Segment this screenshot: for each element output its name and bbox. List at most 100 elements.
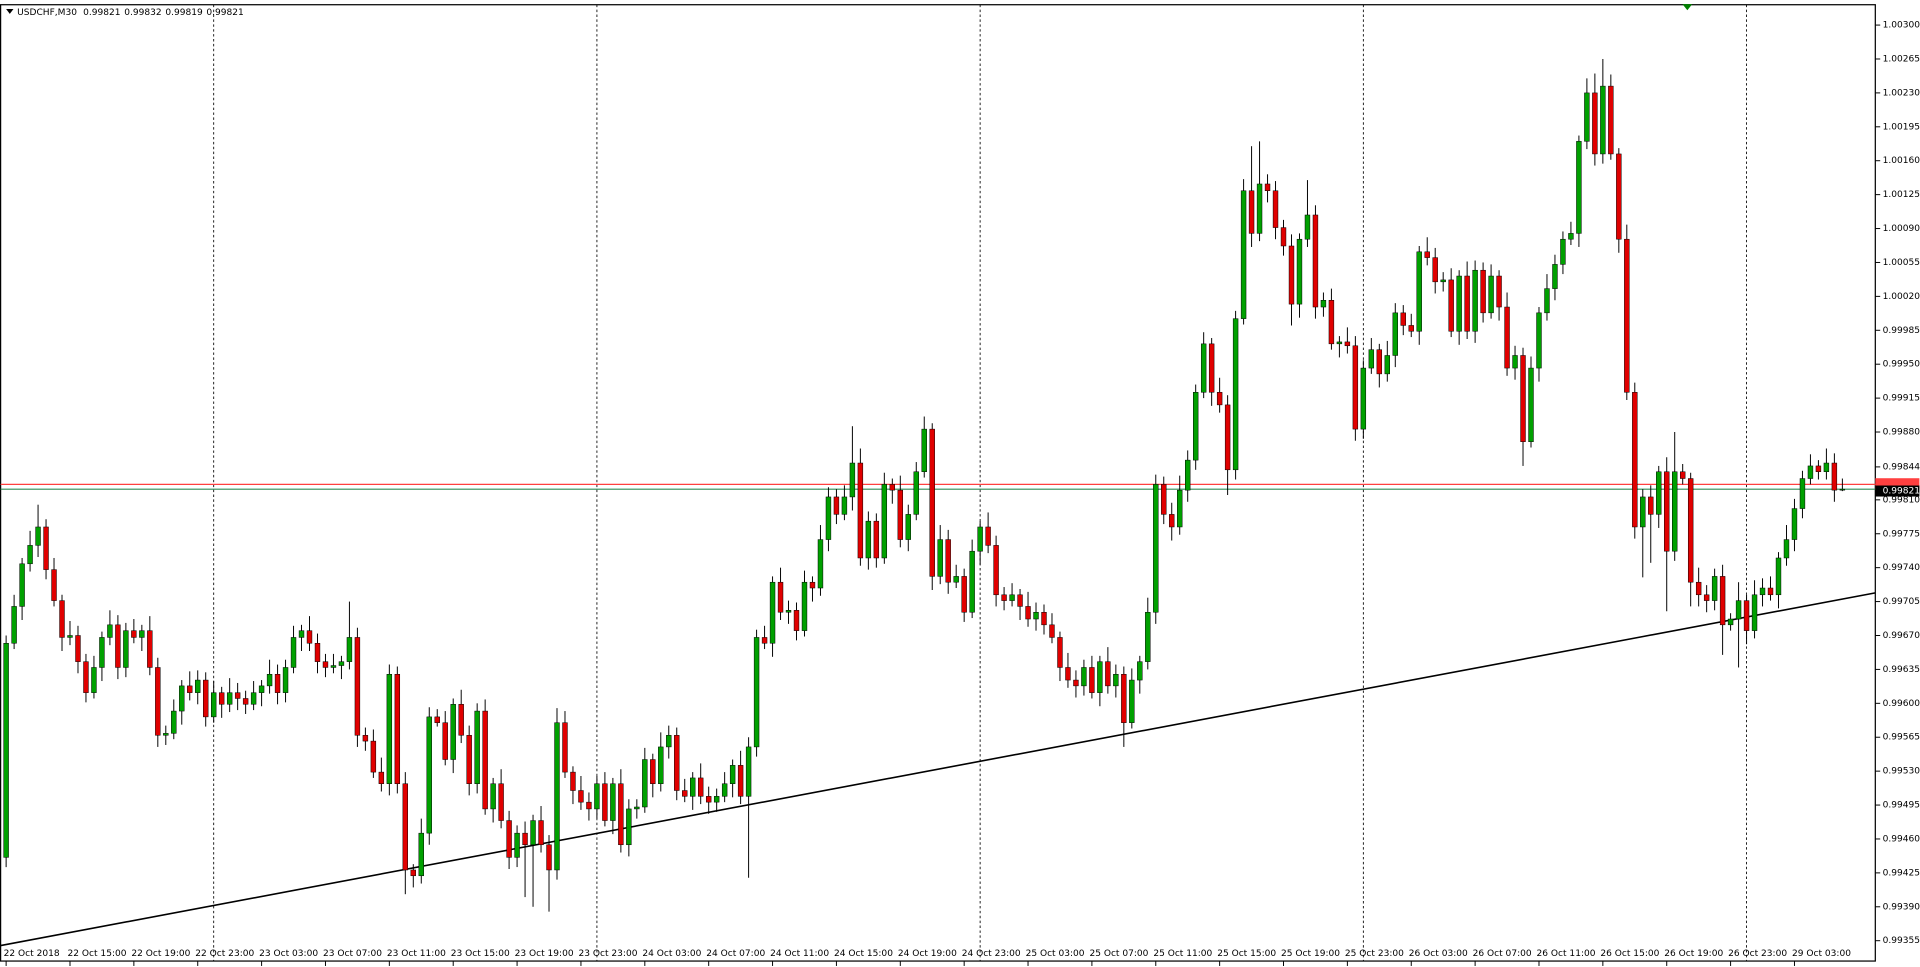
candle-body: [179, 685, 185, 712]
x-tick-label: 25 Oct 23:00: [1345, 949, 1404, 959]
candle-body: [1719, 576, 1726, 626]
candle-body: [107, 624, 113, 638]
candle-body: [282, 667, 289, 693]
candle-body: [825, 496, 832, 540]
candle-body: [203, 679, 209, 718]
candle-body: [1464, 275, 1470, 332]
candle-body: [913, 471, 919, 515]
x-tick-label: 24 Oct 23:00: [962, 949, 1021, 959]
x-tick-label: 25 Oct 07:00: [1089, 949, 1148, 959]
candle-body: [258, 685, 265, 693]
x-tick-label: 23 Oct 03:00: [259, 949, 318, 959]
candle-body: [769, 581, 776, 644]
price-lines: [0, 483, 1876, 947]
x-tick-label: 23 Oct 15:00: [451, 949, 510, 959]
candle-body: [1216, 392, 1223, 406]
candle-body: [1376, 349, 1383, 375]
x-tick-label: 23 Oct 23:00: [578, 949, 637, 959]
candle-body: [43, 526, 49, 570]
candle-body: [370, 740, 377, 773]
candle-body: [1751, 594, 1758, 631]
candle-body: [1440, 279, 1446, 283]
candle-body: [1384, 355, 1390, 375]
candle-body: [1336, 341, 1343, 345]
y-tick-label: 0.99915: [1883, 394, 1920, 404]
candle-body: [1679, 471, 1686, 479]
y-tick-label: 0.99705: [1883, 597, 1920, 607]
y-tick-label: 1.00090: [1883, 224, 1920, 234]
candle-body: [322, 661, 329, 668]
candle-body: [1815, 465, 1822, 472]
candle-body: [1743, 600, 1750, 631]
candle-body: [458, 704, 464, 736]
x-tick-label: 22 Oct 2018: [4, 949, 60, 959]
candle-body: [1831, 462, 1838, 491]
ask-price-box: [1875, 478, 1920, 490]
trendline: [0, 592, 1876, 947]
candle-body: [115, 624, 121, 668]
candle-body: [1727, 618, 1734, 626]
candle-body: [1001, 594, 1007, 601]
y-tick-label: 0.99985: [1883, 326, 1920, 336]
candle-body: [801, 581, 808, 631]
candle-body: [1280, 227, 1287, 247]
y-tick-label: 1.00300: [1883, 21, 1920, 31]
candle-body: [450, 704, 456, 760]
candle-body: [1528, 367, 1534, 442]
candle-body: [1552, 264, 1558, 289]
candle-body: [1759, 587, 1766, 596]
x-tick-label: 26 Oct 11:00: [1537, 949, 1596, 959]
candle-body: [674, 735, 680, 791]
candle-body: [945, 539, 951, 583]
candle-body: [442, 722, 448, 760]
candle-body: [1664, 471, 1670, 552]
candle-body: [721, 783, 728, 797]
candle-body: [67, 635, 73, 638]
candle-body: [698, 777, 704, 797]
candle-body: [1137, 661, 1143, 681]
x-tick-label: 26 Oct 15:00: [1600, 949, 1659, 959]
candle-body: [1488, 275, 1494, 314]
y-tick-label: 0.99460: [1883, 834, 1920, 844]
candle-body: [91, 667, 97, 693]
candle-body: [402, 783, 408, 871]
y-tick-label: 0.99810: [1883, 495, 1920, 505]
candle-body: [1448, 279, 1454, 332]
candle-body: [27, 545, 33, 565]
x-tick-label: 26 Oct 03:00: [1409, 949, 1468, 959]
candle-body: [1264, 183, 1271, 192]
candle-body: [1113, 674, 1119, 687]
candle-body: [793, 610, 800, 631]
candle-body: [330, 665, 337, 668]
candle-body: [1416, 251, 1422, 332]
candle-body: [1791, 508, 1798, 540]
x-tick-label: 25 Oct 19:00: [1281, 949, 1340, 959]
candle-body: [1288, 245, 1295, 305]
candle-body: [993, 545, 999, 596]
candle-body: [1783, 539, 1790, 559]
candle-body: [1576, 141, 1582, 234]
y-tick-label: 0.99635: [1883, 665, 1920, 675]
x-tick-label: 24 Oct 07:00: [706, 949, 765, 959]
header-low: 0.99819: [165, 8, 203, 18]
candle-body: [1799, 478, 1806, 509]
candle-body: [1169, 514, 1175, 528]
candle-body: [490, 783, 496, 810]
x-tick-label: 24 Oct 11:00: [770, 949, 829, 959]
candle-body: [705, 796, 712, 803]
candle-body: [378, 771, 385, 784]
candle-body: [482, 710, 488, 810]
candle-body: [163, 733, 169, 736]
candle-body: [753, 637, 760, 748]
y-tick-label: 1.00265: [1883, 54, 1920, 64]
candle-body: [1224, 404, 1231, 471]
header-open: 0.99821: [83, 8, 120, 18]
candle-body: [1073, 679, 1079, 687]
candle-body: [139, 630, 145, 638]
candle-body: [1344, 341, 1351, 347]
candle-body: [506, 820, 512, 858]
candle-body: [1695, 581, 1702, 596]
candle-body: [538, 820, 544, 846]
y-tick-label: 0.99670: [1883, 631, 1920, 641]
